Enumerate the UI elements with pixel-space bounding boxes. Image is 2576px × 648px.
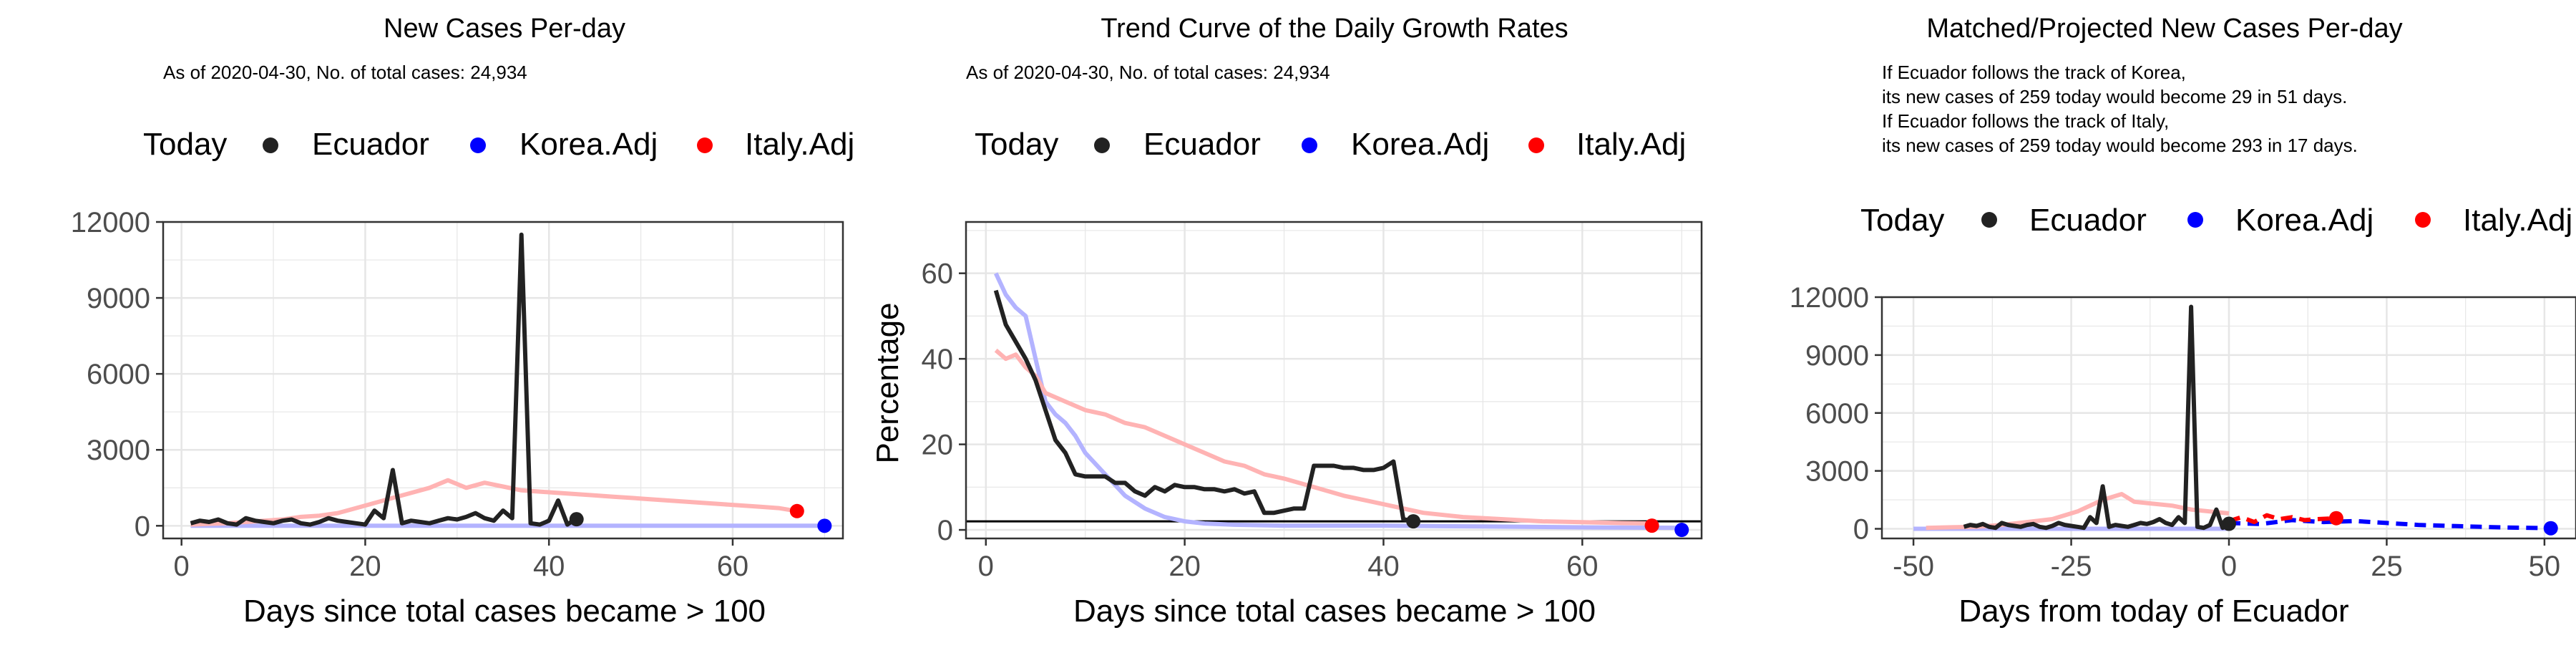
series-line-ecuador <box>993 289 1414 524</box>
x-axis-label: Days from today of Ecuador <box>1958 594 2348 629</box>
today-point-ecuador <box>1406 514 1421 529</box>
chart-subtitle-line-2: its new cases of 259 today would become … <box>1882 86 2347 107</box>
panel-border <box>965 221 1703 540</box>
plot-area: 0 20 40 60 0 20 40 60 <box>922 221 1703 582</box>
chart-subtitle-line-1: If Ecuador follows the track of Korea, <box>1882 62 2186 83</box>
series-lines <box>1913 304 2551 531</box>
chart-title: Matched/Projected New Cases Per-day <box>1926 14 2402 44</box>
legend-title: Today <box>1860 203 1944 238</box>
x-tick-label: -25 <box>2051 551 2092 582</box>
series-line-ecuador <box>1963 304 2230 531</box>
y-tick-label: 12000 <box>1790 282 1869 314</box>
today-point-ecuador <box>2222 516 2236 531</box>
series-line-ecuador <box>190 232 578 527</box>
legend-marker-korea <box>1302 137 1317 153</box>
x-axis-label: Days since total cases became > 100 <box>1073 594 1596 629</box>
plot-area: 0 20 40 60 0 3000 6000 9000 12000 <box>71 207 844 582</box>
panel-projected-cases: Matched/Projected New Cases Per-day If E… <box>1790 14 2576 629</box>
legend-label-italy: Italy.Adj <box>2463 203 2572 238</box>
y-tick-label: 6000 <box>87 359 150 390</box>
legend-marker-italy <box>697 137 713 153</box>
panel-new-cases: New Cases Per-day As of 2020-04-30, No. … <box>71 14 854 629</box>
today-point-italy-adj <box>789 503 804 518</box>
x-tick-label: 60 <box>717 551 749 582</box>
legend-marker-ecuador <box>263 137 278 153</box>
plot-area: -50 -25 0 25 50 0 3000 6000 9000 12000 <box>1790 282 2576 582</box>
grid <box>163 221 843 538</box>
y-tick-label: 3000 <box>1805 456 1869 488</box>
y-tick-label: 60 <box>922 258 954 290</box>
y-tick-label: 9000 <box>87 283 150 314</box>
legend-label-korea: Korea.Adj <box>2235 203 2373 238</box>
legend-label-ecuador: Ecuador <box>1143 127 1261 162</box>
legend-label-ecuador: Ecuador <box>312 127 429 162</box>
y-tick-label: 3000 <box>87 435 150 466</box>
x-tick-label: 25 <box>2371 551 2403 582</box>
legend-label-italy: Italy.Adj <box>1576 127 1686 162</box>
series-line-korea-adj-projected <box>2228 518 2551 531</box>
grid <box>966 222 1702 538</box>
y-tick-label: 6000 <box>1805 398 1869 430</box>
series-line-korea-adj <box>993 272 1682 531</box>
y-tick-label: 40 <box>922 344 954 375</box>
legend-marker-ecuador <box>1094 137 1110 153</box>
y-tick-label: 9000 <box>1805 340 1869 372</box>
chart-title: New Cases Per-day <box>384 14 625 44</box>
x-axis-label: Days since total cases became > 100 <box>243 594 766 629</box>
legend-marker-italy <box>1528 137 1544 153</box>
grid <box>1882 296 2576 538</box>
panel-border <box>162 221 844 540</box>
legend-marker-korea <box>470 137 486 153</box>
x-tick-label: 0 <box>2221 551 2237 582</box>
y-tick-label: 0 <box>1853 514 1869 546</box>
legend-marker-korea <box>2187 212 2203 228</box>
today-point-italy-adj <box>2328 511 2343 526</box>
legend-marker-ecuador <box>1981 212 1997 228</box>
legend-label-korea: Korea.Adj <box>1351 127 1489 162</box>
legend-label-ecuador: Ecuador <box>2029 203 2147 238</box>
panel-growth-rates: Trend Curve of the Daily Growth Rates As… <box>870 14 1703 629</box>
chart-subtitle: As of 2020-04-30, No. of total cases: 24… <box>966 62 1330 83</box>
x-tick-label: 40 <box>1367 551 1400 582</box>
x-tick-label: 60 <box>1566 551 1599 582</box>
y-tick-label: 0 <box>937 515 953 546</box>
series-line-italy-adj-projected <box>2228 513 2337 525</box>
legend-title: Today <box>143 127 227 162</box>
x-tick-label: 0 <box>174 551 190 582</box>
x-tick-label: 20 <box>349 551 381 582</box>
legend-label-korea: Korea.Adj <box>519 127 658 162</box>
x-tick-label: 50 <box>2529 551 2561 582</box>
chart-subtitle-line-4: its new cases of 259 today would become … <box>1882 135 2358 156</box>
today-point-italy-adj <box>1644 518 1659 533</box>
y-axis-label: Percentage <box>870 302 905 463</box>
legend: Today Ecuador Korea.Adj Italy.Adj <box>1860 203 2572 238</box>
x-tick-label: 40 <box>533 551 565 582</box>
today-point-korea-adj <box>817 518 832 533</box>
today-point-ecuador <box>569 512 584 527</box>
chart-title: Trend Curve of the Daily Growth Rates <box>1101 14 1568 44</box>
x-tick-label: 20 <box>1169 551 1201 582</box>
x-tick-label: -50 <box>1893 551 1934 582</box>
legend: Today Ecuador Korea.Adj Italy.Adj <box>975 127 1686 162</box>
legend-marker-italy <box>2415 212 2431 228</box>
axes: -50 -25 0 25 50 0 3000 6000 9000 12000 <box>1790 282 2560 582</box>
y-tick-label: 12000 <box>71 207 150 238</box>
legend-label-italy: Italy.Adj <box>745 127 854 162</box>
legend: Today Ecuador Korea.Adj Italy.Adj <box>143 127 854 162</box>
axes: 0 20 40 60 0 3000 6000 9000 12000 <box>71 207 748 582</box>
today-point-korea-adj <box>1674 523 1689 538</box>
x-tick-label: 0 <box>978 551 994 582</box>
series-lines <box>190 232 825 528</box>
series-line-italy-adj <box>994 348 1652 526</box>
y-tick-label: 0 <box>135 511 150 542</box>
legend-title: Today <box>975 127 1058 162</box>
axes: 0 20 40 60 0 20 40 60 <box>922 258 1599 582</box>
chart-subtitle-line-3: If Ecuador follows the track of Italy, <box>1882 110 2169 132</box>
chart-subtitle: As of 2020-04-30, No. of total cases: 24… <box>163 62 527 83</box>
series-lines <box>993 272 1682 531</box>
y-tick-label: 20 <box>922 430 954 461</box>
today-point-korea-adj <box>2543 521 2558 536</box>
